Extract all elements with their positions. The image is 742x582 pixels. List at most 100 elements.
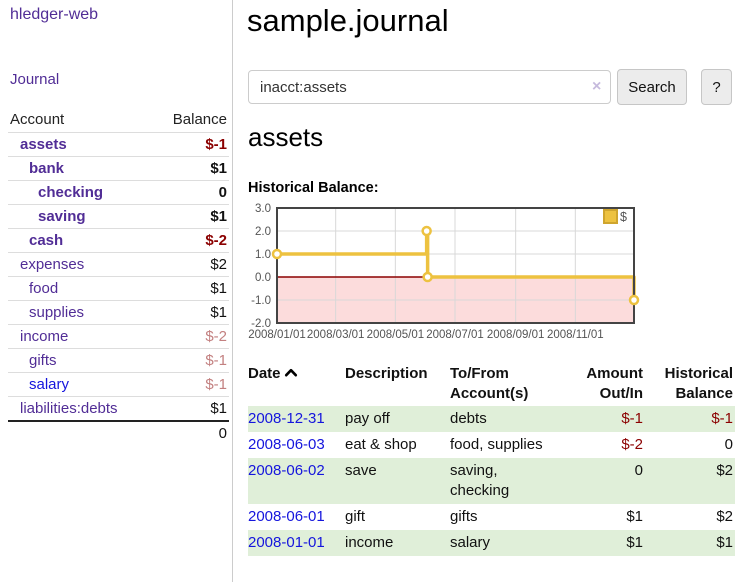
account-balance: $2 xyxy=(153,252,229,277)
x-tick-label: 2008/09/01 xyxy=(487,329,545,341)
account-balance: $1 xyxy=(153,156,229,181)
register-accounts: debts xyxy=(450,406,562,432)
register-balance: $2 xyxy=(716,508,733,525)
account-balance: $-1 xyxy=(153,348,229,373)
x-tick-label: 2008/05/01 xyxy=(367,329,425,341)
clear-search-icon[interactable]: × xyxy=(592,78,602,95)
sidebar-account-assets[interactable]: assets xyxy=(20,136,67,153)
register-date-link[interactable]: 2008-12-31 xyxy=(248,410,325,427)
account-row: liabilities:debts $1 xyxy=(8,396,229,422)
register-amount: $1 xyxy=(562,530,645,556)
y-tick-label: 0.0 xyxy=(255,272,271,284)
sidebar-account-saving[interactable]: saving xyxy=(38,208,86,225)
x-tick-label: 2008/01/01 xyxy=(248,329,306,341)
register-accounts: food, supplies xyxy=(450,436,543,453)
register-description: income xyxy=(345,530,450,556)
sidebar-account-income[interactable]: income xyxy=(20,328,69,345)
search-button[interactable]: Search xyxy=(617,69,687,105)
page-title: sample.journal xyxy=(247,3,449,38)
register-accounts: gifts xyxy=(450,508,478,525)
legend-label: $ xyxy=(620,210,627,224)
account-balance: 0 xyxy=(153,180,229,205)
account-row: gifts $-1 xyxy=(8,348,229,373)
account-balance: $-2 xyxy=(153,228,229,253)
sidebar-account-liabilities-debts[interactable]: liabilities:debts xyxy=(20,400,118,417)
y-tick-label: 2.0 xyxy=(255,226,271,238)
accounts-total-spacer xyxy=(8,420,154,445)
register-date-link[interactable]: 2008-01-01 xyxy=(248,534,325,551)
balance-column-header: Balance xyxy=(153,107,229,133)
y-tick-label: -1.0 xyxy=(251,295,271,307)
brand-link[interactable]: hledger-web xyxy=(10,6,99,23)
register-accounts: saving, checking xyxy=(450,458,562,504)
accounts-table: Account Balance assets $-1 bank $1 checking 0… xyxy=(8,107,229,445)
tofrom-column-header: To/From Account(s) xyxy=(450,365,529,402)
register-table: Date Description To/From Account(s) Amou… xyxy=(248,362,735,556)
y-tick-label: -2.0 xyxy=(251,318,271,330)
account-row: bank $1 xyxy=(8,156,229,181)
register-row: 2008-06-01 gift gifts $1 $2 xyxy=(248,504,735,530)
account-row: assets $-1 xyxy=(8,132,229,157)
x-tick-label: 2008/03/01 xyxy=(307,329,365,341)
accounts-total-row: 0 xyxy=(8,420,229,445)
account-row: food $1 xyxy=(8,276,229,301)
register-description: pay off xyxy=(345,406,450,432)
register-accounts: salary xyxy=(450,530,562,556)
sidebar-item-journal[interactable]: Journal xyxy=(10,71,60,88)
description-column-header: Description xyxy=(345,365,428,382)
account-balance: $1 xyxy=(153,204,229,229)
register-amount: 0 xyxy=(562,458,645,504)
register-balance: $1 xyxy=(645,530,735,556)
plot-border xyxy=(276,207,635,324)
y-tick-label: 3.0 xyxy=(255,203,271,215)
account-heading: assets xyxy=(248,122,324,152)
register-row: 2008-06-03 eat & shop food, supplies $-2 0 xyxy=(248,432,735,458)
account-balance: $1 xyxy=(153,396,229,422)
sidebar-account-checking[interactable]: checking xyxy=(38,184,104,201)
register-row: 2008-12-31 pay off debts $-1 $-1 xyxy=(248,406,735,432)
account-row: cash $-2 xyxy=(8,228,229,253)
register-date-link[interactable]: 2008-06-03 xyxy=(248,436,325,453)
account-balance: $-2 xyxy=(153,324,229,349)
sidebar-account-cash[interactable]: cash xyxy=(29,232,64,249)
account-balance: $-1 xyxy=(153,132,229,157)
account-row: saving $1 xyxy=(8,204,229,229)
date-header-label: Date xyxy=(248,365,281,382)
date-column-header[interactable]: Date xyxy=(248,362,345,406)
legend-swatch xyxy=(603,209,618,224)
data-point-marker xyxy=(421,225,432,237)
account-balance: $1 xyxy=(153,276,229,301)
search-input[interactable] xyxy=(248,70,611,104)
register-row: 2008-06-02 save saving, checking 0 $2 xyxy=(248,458,735,504)
register-date-link[interactable]: 2008-06-02 xyxy=(248,462,325,479)
sidebar-account-gifts[interactable]: gifts xyxy=(29,352,57,369)
sidebar-account-food[interactable]: food xyxy=(29,280,59,297)
sidebar-account-supplies[interactable]: supplies xyxy=(29,304,85,321)
x-tick-label: 2008/11/01 xyxy=(547,329,604,341)
account-row: expenses $2 xyxy=(8,252,229,277)
register-balance: $-1 xyxy=(645,406,735,432)
y-tick-label: 1.0 xyxy=(255,249,271,261)
account-balance: $-1 xyxy=(153,372,229,397)
account-row: income $-2 xyxy=(8,324,229,349)
help-button[interactable]: ? xyxy=(701,69,732,105)
register-description: gift xyxy=(345,508,366,525)
sort-ascending-icon xyxy=(284,368,297,377)
register-amount: $-2 xyxy=(621,436,643,453)
register-amount: $1 xyxy=(626,508,643,525)
balance-column-header-main: Historical Balance xyxy=(664,365,733,402)
register-amount: $-1 xyxy=(562,406,645,432)
sidebar-account-bank[interactable]: bank xyxy=(29,160,65,177)
register-header-row: Date Description To/From Account(s) Amou… xyxy=(248,362,735,406)
x-tick-label: 2008/07/01 xyxy=(426,329,484,341)
register-row: 2008-01-01 income salary $1 $1 xyxy=(248,530,735,556)
register-date-link[interactable]: 2008-06-01 xyxy=(248,508,325,525)
data-point-marker xyxy=(628,294,640,306)
sidebar-account-salary[interactable]: salary xyxy=(29,376,70,393)
register-description: eat & shop xyxy=(345,436,417,453)
sidebar-account-expenses[interactable]: expenses xyxy=(20,256,85,273)
account-balance: $1 xyxy=(153,300,229,325)
account-column-header: Account xyxy=(8,107,154,133)
